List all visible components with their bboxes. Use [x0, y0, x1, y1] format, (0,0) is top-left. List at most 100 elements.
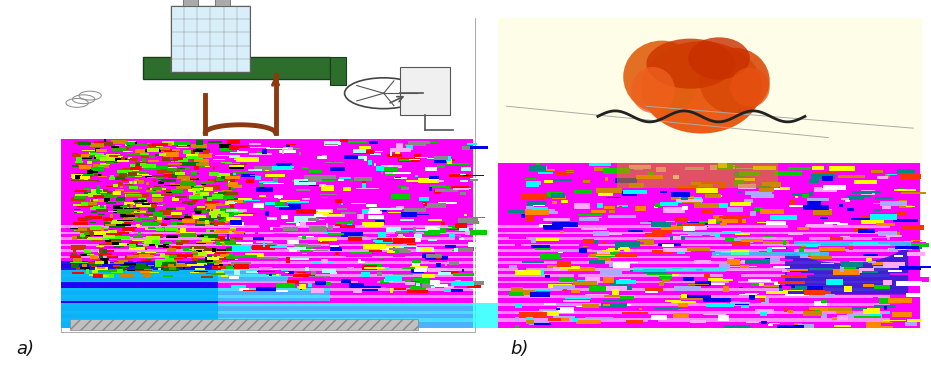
Bar [166, 227, 170, 229]
Bar [911, 240, 922, 241]
Bar [192, 214, 195, 218]
Bar [182, 267, 185, 269]
Bar [557, 261, 571, 267]
Bar [705, 194, 722, 198]
Bar [651, 222, 671, 227]
Bar [341, 212, 357, 214]
Bar [573, 203, 590, 208]
Bar [598, 256, 611, 261]
Bar [757, 222, 780, 223]
Bar [80, 254, 88, 256]
Bar [146, 236, 160, 240]
Bar [429, 261, 448, 262]
Bar [750, 211, 756, 215]
Bar [134, 142, 137, 144]
Bar [234, 273, 237, 274]
Bar [71, 174, 84, 178]
Bar [362, 222, 385, 226]
Bar [757, 186, 770, 188]
Bar [839, 204, 843, 207]
Bar [773, 266, 790, 268]
Bar [199, 236, 208, 237]
Bar [149, 244, 155, 246]
Bar [213, 232, 219, 233]
Bar [148, 217, 152, 219]
Bar [604, 206, 614, 209]
Bar [331, 167, 345, 171]
Bar [141, 217, 154, 219]
Bar [358, 259, 365, 264]
Bar [725, 237, 737, 242]
Bar [120, 213, 134, 217]
Bar [182, 201, 196, 204]
Bar [112, 242, 118, 246]
Bar [304, 175, 327, 179]
Bar [93, 164, 109, 168]
Bar [275, 202, 285, 205]
Bar [239, 288, 249, 291]
Bar [158, 268, 161, 270]
Bar [300, 246, 313, 252]
Bar [551, 222, 578, 227]
Bar [664, 174, 689, 178]
Bar [134, 200, 139, 203]
Bar [568, 267, 596, 271]
Bar [229, 145, 249, 150]
Bar [334, 284, 348, 287]
Bar [83, 264, 87, 268]
Bar [447, 159, 452, 164]
Bar [89, 222, 97, 223]
Bar [145, 252, 155, 253]
Bar [847, 314, 869, 318]
Bar [543, 310, 559, 316]
Bar [270, 269, 278, 275]
Bar [158, 183, 174, 184]
Bar [715, 235, 721, 237]
Bar [221, 232, 226, 233]
Bar [466, 246, 474, 251]
Bar [736, 168, 763, 169]
Bar [441, 271, 459, 274]
Bar [99, 251, 105, 252]
Bar [845, 200, 850, 202]
Bar [797, 286, 823, 291]
Bar [176, 203, 182, 204]
Bar [244, 200, 261, 201]
Bar [95, 194, 101, 197]
Bar [589, 307, 606, 312]
Bar [609, 291, 625, 292]
Bar [107, 207, 111, 208]
Bar [222, 245, 227, 246]
Bar [761, 321, 767, 324]
Bar [61, 288, 330, 301]
Bar [377, 238, 392, 243]
Bar [221, 148, 232, 151]
Bar [187, 264, 204, 266]
Bar [121, 261, 124, 264]
Bar [362, 181, 367, 183]
Bar [128, 217, 139, 219]
Bar [553, 285, 575, 289]
Bar [164, 241, 172, 244]
Bar [108, 230, 116, 234]
Bar [128, 212, 137, 215]
Bar [175, 172, 184, 175]
Bar [234, 230, 245, 235]
Bar [556, 172, 570, 175]
Bar [144, 167, 159, 170]
Bar [560, 232, 564, 233]
Bar [870, 191, 881, 193]
Bar [775, 315, 802, 316]
Bar [621, 254, 627, 257]
Bar [148, 160, 159, 162]
Bar [75, 173, 87, 174]
Bar [549, 179, 573, 181]
Bar [587, 282, 596, 287]
Bar [212, 248, 228, 251]
Bar [157, 217, 162, 220]
Bar [600, 233, 622, 235]
Bar [671, 196, 695, 200]
Bar [455, 280, 462, 283]
Bar [231, 211, 243, 213]
Bar [388, 211, 403, 213]
